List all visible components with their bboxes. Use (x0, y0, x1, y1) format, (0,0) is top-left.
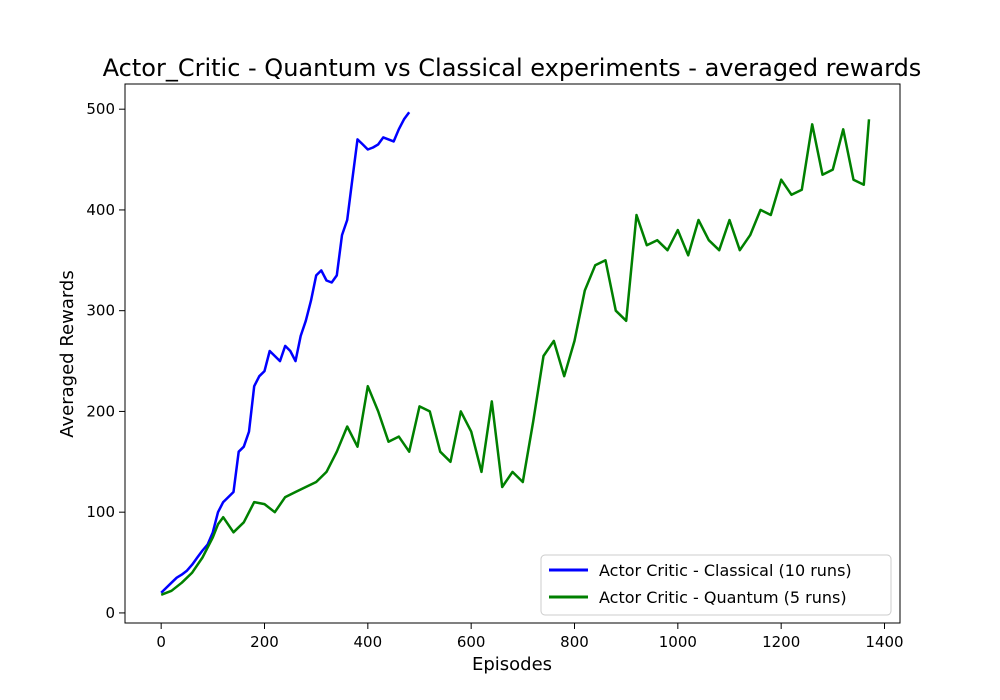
series-line-1 (160, 119, 871, 596)
legend-entry-classical: Actor Critic - Classical (10 runs) (599, 561, 852, 580)
x-tick-label-7: 1400 (865, 633, 903, 651)
y-tick-label-4: 400 (86, 201, 115, 219)
y-tick-label-2: 200 (86, 402, 115, 420)
legend: Actor Critic - Classical (10 runs) Actor… (540, 554, 892, 616)
tick-layer: 0 200 400 600 800 1000 1200 1400 0 100 200 300 400 50… (86, 100, 903, 651)
plot-area (124, 83, 901, 624)
series-line-0 (160, 111, 411, 594)
y-tick-label-1: 100 (86, 503, 115, 521)
legend-entry-quantum: Actor Critic - Quantum (5 runs) (599, 588, 847, 607)
x-tick-label-4: 800 (560, 633, 589, 651)
y-axis-label: Averaged Rewards (57, 270, 78, 437)
x-tick-label-0: 0 (156, 633, 166, 651)
y-tick-label-5: 500 (86, 100, 115, 118)
y-tick-label-0: 0 (105, 604, 115, 622)
x-axis-label: Episodes (472, 654, 552, 675)
y-tick-label-3: 300 (86, 302, 115, 320)
series-layer (160, 111, 871, 596)
legend-box (540, 554, 892, 616)
x-tick-label-5: 1000 (659, 633, 697, 651)
x-tick-label-1: 200 (250, 633, 279, 651)
chart-title: Actor_Critic - Quantum vs Classical expe… (103, 54, 922, 82)
x-tick-label-3: 600 (457, 633, 486, 651)
x-tick-label-6: 1200 (762, 633, 800, 651)
x-tick-label-2: 400 (354, 633, 383, 651)
